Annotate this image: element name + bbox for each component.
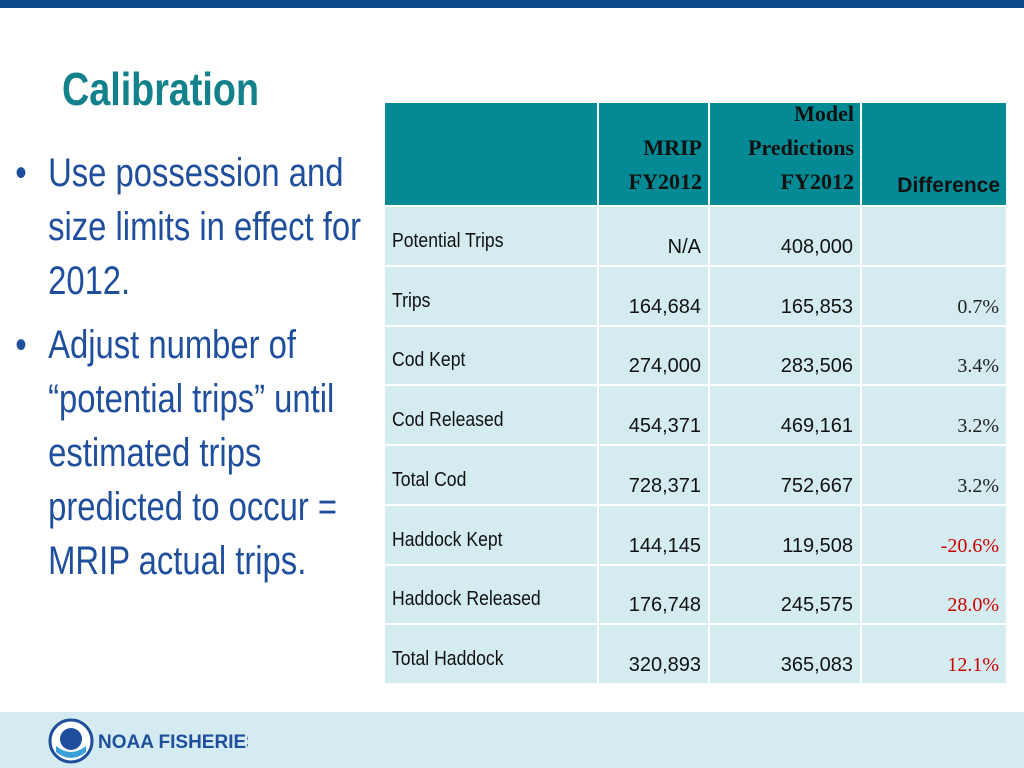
cell-value: 454,371 <box>628 415 701 437</box>
table-cell: 12.1% <box>862 625 1006 683</box>
cell-value: 469,161 <box>780 415 853 437</box>
cell-value: -20.6% <box>940 534 999 557</box>
header-text: Predictions <box>748 135 854 160</box>
table-cell: 283,506 <box>710 326 860 385</box>
table-cell: Cod Kept <box>385 326 597 385</box>
table-cell: Total Haddock <box>385 625 597 683</box>
table-cell <box>862 207 1006 265</box>
cell-value: 245,575 <box>780 594 853 617</box>
cell-value: 0.7% <box>957 295 999 318</box>
logo-text: NOAA FISHERIES <box>98 732 248 753</box>
logo-wave <box>56 746 86 758</box>
cell-value: 12.1% <box>947 654 999 676</box>
cell-value: 28.0% <box>947 594 999 617</box>
header-cell: Difference <box>862 103 1006 205</box>
header-text: MRIP <box>643 135 702 160</box>
cell-value: 3.2% <box>957 415 999 437</box>
table-cell: 408,000 <box>710 207 860 265</box>
table-cell: 274,000 <box>599 326 708 385</box>
header-text: Model <box>794 101 854 126</box>
header-cell: Model Predictions FY2012 <box>710 101 860 205</box>
row-label: Cod Kept <box>392 349 466 372</box>
table-cell: 3.2% <box>862 386 1006 444</box>
table-cell: 119,508 <box>710 505 860 564</box>
row-label: Cod Released <box>392 409 504 431</box>
table-cell: N/A <box>599 207 708 265</box>
table-cell: Haddock Kept <box>385 505 597 564</box>
table-cell: 365,083 <box>710 625 860 683</box>
cell-value: 144,145 <box>628 534 701 557</box>
table-cell: 469,161 <box>710 386 860 444</box>
table-cell: 164,684 <box>599 266 708 325</box>
footer <box>0 712 1024 768</box>
cell-value: 408,000 <box>780 235 853 258</box>
top-bar <box>0 0 1024 8</box>
table-cell: 0.7% <box>862 266 1006 325</box>
row-label: Haddock Kept <box>392 528 503 551</box>
table-cell: 28.0% <box>862 565 1006 624</box>
header-text: FY2012 <box>780 169 854 194</box>
table-cell: 165,853 <box>710 266 860 325</box>
table-cell: Cod Released <box>385 386 597 444</box>
table-cell: 752,667 <box>710 446 860 504</box>
logo: NOAA FISHERIES <box>48 718 248 764</box>
table-cell: Trips <box>385 266 597 325</box>
cell-value: 3.2% <box>957 474 999 497</box>
bullet: Use possession and size limits in effect… <box>12 146 373 308</box>
row-label: Haddock Released <box>392 588 541 611</box>
row-label: Total Haddock <box>392 648 504 670</box>
cell-value: 164,684 <box>628 295 701 318</box>
cell-value: 119,508 <box>782 534 853 557</box>
cell-value: 165,853 <box>780 295 853 318</box>
header-cell <box>385 103 597 205</box>
table-cell: 728,371 <box>599 446 708 504</box>
title: Calibration <box>62 63 260 115</box>
table-cell: 3.4% <box>862 326 1006 385</box>
header-text: FY2012 <box>628 169 702 194</box>
table-cell: 3.2% <box>862 446 1006 504</box>
table-cell: Total Cod <box>385 446 597 504</box>
table-cell: 176,748 <box>599 565 708 624</box>
table-cell: Potential Trips <box>385 207 597 265</box>
cell-value: 176,748 <box>628 594 701 617</box>
logo-emblem-inner <box>60 728 82 750</box>
cell-value: N/A <box>667 235 701 258</box>
header-cell: MRIP FY2012 <box>599 103 708 205</box>
cell-value: 728,371 <box>628 474 701 497</box>
row-label: Trips <box>392 289 431 312</box>
table-cell: 144,145 <box>599 505 708 564</box>
bullet-list: Use possession and size limits in effect… <box>12 146 373 598</box>
cell-value: 365,083 <box>780 654 853 676</box>
bullet: Adjust number of “potential trips” until… <box>12 318 373 588</box>
row-label: Potential Trips <box>392 229 504 252</box>
cell-value: 274,000 <box>628 355 701 378</box>
cell-value: 752,667 <box>780 474 853 497</box>
cell-value: 283,506 <box>780 355 853 378</box>
header-text: Difference <box>897 174 1000 197</box>
cell-value: 3.4% <box>957 355 999 378</box>
table-cell: Haddock Released <box>385 565 597 624</box>
cell-value: 320,893 <box>628 654 701 676</box>
table: MRIP FY2012 Model Predictions FY2012 Differen… <box>385 101 1006 683</box>
table-cell: 245,575 <box>710 565 860 624</box>
row-label: Total Cod <box>392 468 467 491</box>
table-cell: 454,371 <box>599 386 708 444</box>
table-cell: -20.6% <box>862 505 1006 564</box>
table-cell: 320,893 <box>599 625 708 683</box>
